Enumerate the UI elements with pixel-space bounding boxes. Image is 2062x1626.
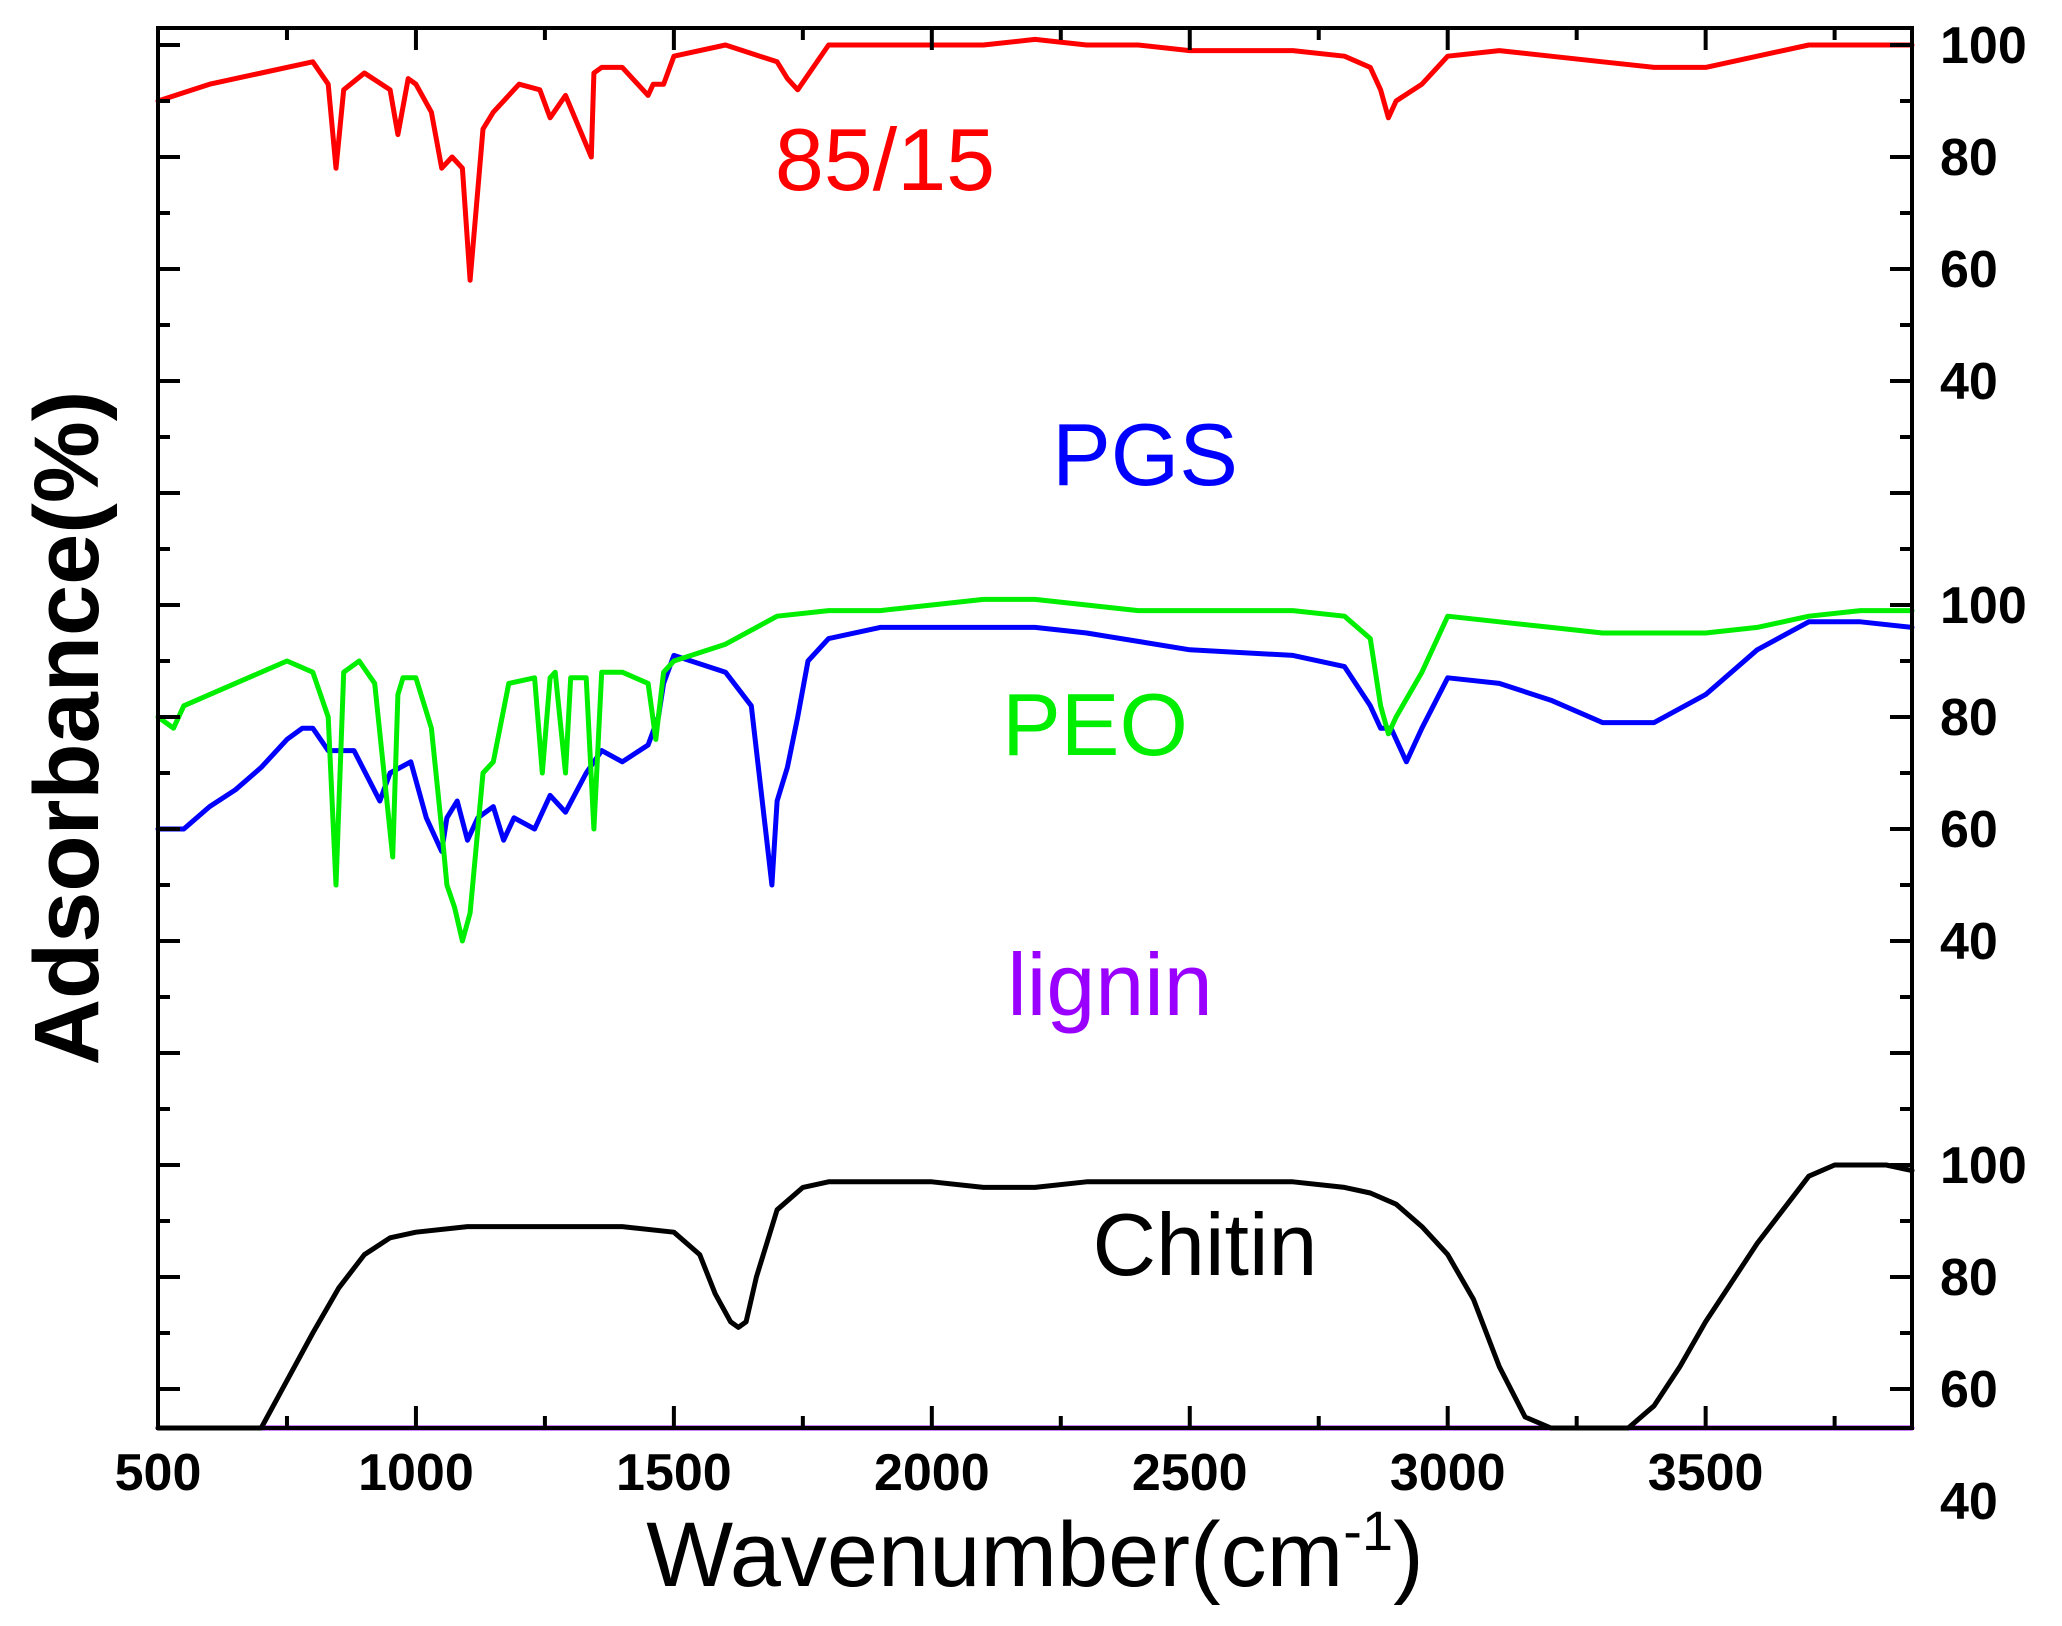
series-label-pgs: PGS: [1052, 405, 1238, 504]
right-y-tick-label: 40: [1940, 353, 1998, 411]
right-y-tick-label: 60: [1940, 241, 1998, 299]
series-line-peo: [155, 596, 1915, 944]
plot-frame: [156, 26, 1914, 1430]
x-tick-label: 2500: [1132, 1444, 1248, 1502]
x-tick-label: 500: [115, 1444, 202, 1502]
right-y-tick-label: 40: [1940, 1473, 1998, 1531]
x-tick-label: 2000: [874, 1444, 990, 1502]
right-y-tick-label: 80: [1940, 689, 1998, 747]
right-y-tick-label: 100: [1940, 577, 2027, 635]
x-tick-label: 3500: [1648, 1444, 1764, 1502]
x-tick-label: 1500: [616, 1444, 732, 1502]
series-line-pgs: [155, 619, 1915, 888]
right-y-tick-label: 80: [1940, 129, 1998, 187]
right-y-tick-label: 100: [1940, 17, 2027, 75]
right-y-tick-label: 60: [1940, 1361, 1998, 1419]
series-labels: 85/15 PGS PEO lignin Chitin: [775, 110, 1318, 1294]
series-label-85-15: 85/15: [775, 110, 995, 209]
x-tick-labels: 500 1000 1500 2000 2500 3000 3500: [115, 1444, 1764, 1502]
y-axis-label: Adsorbance(%): [16, 391, 118, 1066]
x-tick-label: 3000: [1390, 1444, 1506, 1502]
right-y-tick-label: 40: [1940, 913, 1998, 971]
series-label-peo: PEO: [1002, 675, 1188, 774]
axis-ticks: [156, 28, 1912, 1428]
x-tick-label: 1000: [358, 1444, 474, 1502]
right-y-tick-label: 80: [1940, 1249, 1998, 1307]
series-line-85-15: [155, 36, 1915, 283]
x-axis-label: Wavenumber(cm-1): [646, 1499, 1423, 1606]
right-y-tick-label: 60: [1940, 801, 1998, 859]
right-y-tick-labels: 100 80 60 40 100 80 60 40 100 80 60 40: [1940, 17, 2027, 1531]
series-label-chitin: Chitin: [1093, 1195, 1318, 1294]
series-line-chitin: [155, 1162, 1915, 1431]
right-y-tick-label: 100: [1940, 1137, 2027, 1195]
series-label-lignin: lignin: [1007, 935, 1212, 1034]
